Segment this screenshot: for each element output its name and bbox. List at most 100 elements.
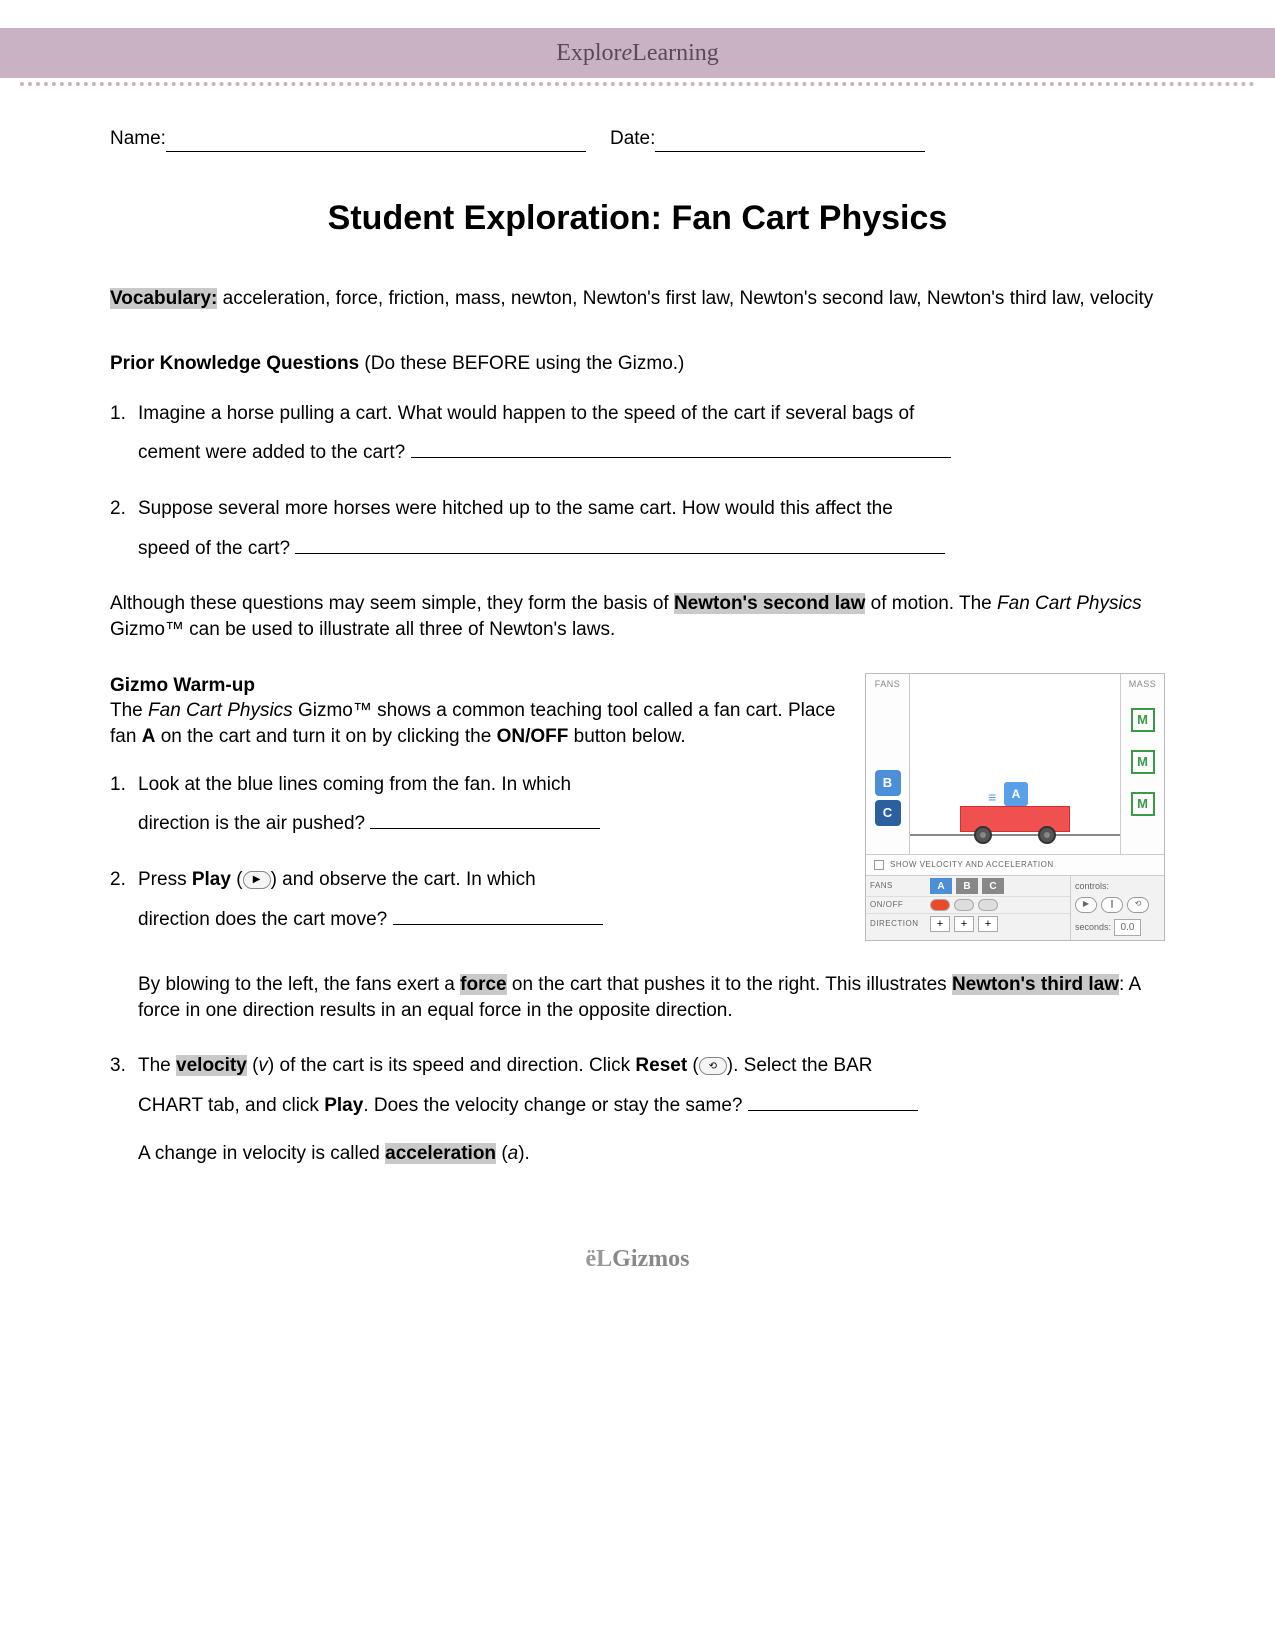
warmup-q3-list: 3.The velocity (v) of the cart is its sp… [110, 1053, 1165, 1166]
wq3-blank[interactable] [748, 1095, 918, 1111]
warmup-list: 1.Look at the blue lines coming from the… [110, 772, 845, 933]
seconds-row: seconds: 0.0 [1075, 919, 1160, 937]
wq3-num: 3. [110, 1053, 138, 1079]
wq3-l2-play: Play [324, 1095, 363, 1116]
wheel-right [1038, 826, 1056, 844]
mass-1[interactable]: M [1131, 708, 1155, 732]
wq2-blank[interactable] [393, 909, 603, 925]
onoff-c[interactable] [978, 899, 998, 911]
name-field: Name: [110, 126, 586, 152]
date-field: Date: [610, 126, 925, 152]
fans-label: FANS [870, 678, 905, 690]
wq1-l2: direction is the air pushed? [138, 813, 370, 834]
wq1-l1: Look at the blue lines coming from the f… [138, 774, 571, 795]
q1-line2: cement were added to the cart? [138, 442, 411, 463]
warmup-explain: By blowing to the left, the fans exert a… [138, 972, 1165, 1023]
controls-label: controls: [1075, 880, 1160, 892]
prior-q1: 1.Imagine a horse pulling a cart. What w… [110, 401, 1165, 466]
footer-logo-text: Gizmos [612, 1246, 689, 1272]
fan-c-icon[interactable]: C [875, 800, 901, 826]
wq3-l2-post: . Does the velocity change or stay the s… [363, 1095, 747, 1116]
name-date-row: Name: Date: [110, 126, 1165, 152]
dir-a[interactable]: + [930, 916, 950, 932]
wi-onoff: ON/OFF [497, 726, 569, 747]
wq3-accel: acceleration [385, 1143, 496, 1164]
trans-hl: Newton's second law [674, 593, 865, 614]
wq1-blank[interactable] [370, 813, 600, 829]
wi-pre: The [110, 700, 148, 721]
warmup-intro: The Fan Cart Physics Gizmo™ shows a comm… [110, 698, 845, 749]
wi-a: A [142, 726, 156, 747]
cart[interactable]: ≡ A [960, 806, 1070, 832]
fan-b-icon[interactable]: B [875, 770, 901, 796]
vocab-text: acceleration, force, friction, mass, new… [217, 288, 1153, 309]
tab-b[interactable]: B [956, 878, 978, 894]
dir-b[interactable]: + [954, 916, 974, 932]
fan-a-on-cart[interactable]: A [1004, 782, 1028, 806]
q1-blank[interactable] [411, 442, 951, 458]
wi-post: button below. [568, 726, 685, 747]
wq3-pre: The [138, 1055, 176, 1076]
tab-a[interactable]: A [930, 878, 952, 894]
wq3-reset: Reset [635, 1055, 687, 1076]
q2-line2-wrap: speed of the cart? [138, 536, 1165, 562]
wq2-pre: Press [138, 869, 192, 890]
ctrl-dir-row: DIRECTION + + + [866, 914, 1070, 934]
footer: ëLGizmos [0, 1226, 1275, 1323]
q1-number: 1. [110, 401, 138, 427]
warmup-text-col: Gizmo Warm-up The Fan Cart Physics Gizmo… [110, 673, 845, 962]
onoff-a[interactable] [930, 899, 950, 911]
prior-heading-bold: Prior Knowledge Questions [110, 353, 359, 374]
wq2-num: 2. [110, 867, 138, 893]
show-vel-checkbox[interactable] [874, 860, 884, 870]
mass-label: MASS [1125, 678, 1160, 690]
prior-heading-rest: (Do these BEFORE using the Gizmo.) [359, 353, 684, 374]
seconds-label: seconds: [1075, 922, 1111, 932]
mass-2[interactable]: M [1131, 750, 1155, 774]
wq3-a: a [508, 1143, 519, 1164]
worksheet-page: Name: Date: Student Exploration: Fan Car… [0, 86, 1275, 1226]
header-band: ExploreLearning [0, 28, 1275, 78]
tab-c[interactable]: C [982, 878, 1004, 894]
show-velocity-row: SHOW VELOCITY AND ACCELERATION [866, 854, 1164, 876]
name-blank[interactable] [166, 132, 586, 152]
wq2-l2: direction does the cart move? [138, 909, 393, 930]
prior-questions-list: 1.Imagine a horse pulling a cart. What w… [110, 401, 1165, 562]
exp-pre: By blowing to the left, the fans exert a [138, 974, 460, 995]
wheel-left [974, 826, 992, 844]
date-label: Date: [610, 126, 655, 152]
sim-play-icon[interactable]: ▶ [1075, 897, 1097, 913]
q1-line2-wrap: cement were added to the cart? [138, 440, 1165, 466]
sim-pause-icon[interactable]: ∥ [1101, 897, 1123, 913]
wq3-l3-wrap: A change in velocity is called accelerat… [138, 1141, 1165, 1167]
warmup-q3: 3.The velocity (v) of the cart is its sp… [110, 1053, 1165, 1166]
wi-ital: Fan Cart Physics [148, 700, 293, 721]
gizmo-sim: FANS B C ≡ A [865, 673, 1165, 941]
date-blank[interactable] [655, 132, 925, 152]
wq2-play: Play [192, 869, 231, 890]
header-logo: ExploreLearning [556, 40, 719, 67]
air-lines-icon: ≡ [988, 788, 994, 807]
onoff-b[interactable] [954, 899, 974, 911]
play-buttons: ▶ ∥ ⟲ [1075, 897, 1160, 913]
trans-ital: Fan Cart Physics [997, 593, 1142, 614]
ctrl-dir-lbl: DIRECTION [870, 919, 926, 930]
prior-q2: 2.Suppose several more horses were hitch… [110, 496, 1165, 561]
trans-mid: of motion. The [865, 593, 997, 614]
sim-top: FANS B C ≡ A [866, 674, 1164, 854]
warmup-heading-text: Gizmo Warm-up [110, 675, 255, 696]
q2-number: 2. [110, 496, 138, 522]
warmup-heading: Gizmo Warm-up [110, 673, 845, 699]
mass-3[interactable]: M [1131, 792, 1155, 816]
q2-blank[interactable] [295, 538, 945, 554]
wq3-mid: ) of the cart is its speed and direction… [268, 1055, 636, 1076]
ctrl-onoff-row: ON/OFF [866, 897, 1070, 914]
vocabulary-block: Vocabulary: acceleration, force, frictio… [110, 286, 1165, 312]
transition-para: Although these questions may seem simple… [110, 591, 1165, 642]
ctrl-fans-lbl: FANS [870, 881, 926, 892]
sim-reset-icon[interactable]: ⟲ [1127, 897, 1149, 913]
seconds-value: 0.0 [1114, 919, 1142, 937]
play-icon: ▶ [243, 871, 271, 889]
q2-line1: Suppose several more horses were hitched… [138, 498, 893, 519]
dir-c[interactable]: + [978, 916, 998, 932]
